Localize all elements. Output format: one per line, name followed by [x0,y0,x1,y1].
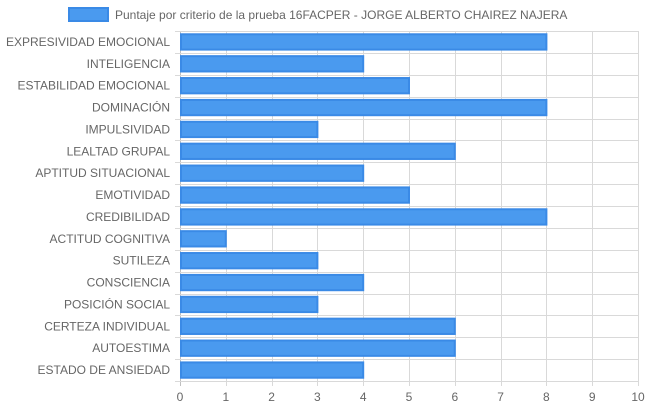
x-tick-label: 10 [631,390,645,404]
bar[interactable] [180,230,227,248]
x-tick-label: 5 [406,390,413,404]
x-tick-label: 1 [222,390,229,404]
bar[interactable] [180,120,319,139]
bar[interactable] [180,208,548,226]
category-label: EXPRESIVIDAD EMOCIONAL [6,35,170,49]
x-tick-label: 0 [177,390,184,404]
x-tick-label: 4 [360,390,367,404]
bars [180,33,548,379]
category-label: IMPULSIVIDAD [85,122,170,136]
bar[interactable] [180,317,456,335]
bar[interactable] [180,142,456,160]
x-tick-label: 9 [589,390,596,404]
category-label: ESTABILIDAD EMOCIONAL [18,79,171,93]
x-tick-label: 7 [497,390,504,404]
bar[interactable] [180,361,365,379]
category-label: CONSCIENCIA [87,276,170,290]
x-axis-tick-labels: 0 1 2 3 4 5 6 7 8 9 10 [177,390,645,404]
x-tick-label: 8 [543,390,550,404]
bar[interactable] [180,98,548,117]
category-label: LEALTAD GRUPAL [67,144,171,158]
bar[interactable] [180,77,410,95]
bar[interactable] [180,55,365,73]
x-tick-label: 6 [451,390,458,404]
category-label: CERTEZA INDIVIDUAL [44,319,170,333]
bar[interactable] [180,252,319,270]
bar[interactable] [180,33,548,51]
chart-legend[interactable]: Puntaje por criterio de la prueba 16FACP… [68,7,567,22]
category-label: ESTADO DE ANSIEDAD [38,363,171,377]
x-tick-label: 3 [314,390,321,404]
x-tick-label: 2 [268,390,275,404]
bar[interactable] [180,273,365,292]
category-label: CREDIBILIDAD [86,210,170,224]
category-label: POSICIÓN SOCIAL [64,296,170,311]
bar[interactable] [180,295,319,314]
category-label: APTITUD SITUACIONAL [35,166,170,180]
bar[interactable] [180,164,365,182]
category-label: AUTOESTIMA [92,341,170,355]
legend-label: Puntaje por criterio de la prueba 16FACP… [115,8,567,22]
category-label: SUTILEZA [113,254,170,268]
category-label: ACTITUD COGNITIVA [50,232,170,246]
category-labels: EXPRESIVIDAD EMOCIONAL INTELIGENCIA ESTABI… [6,35,170,377]
bar[interactable] [180,186,410,204]
bar[interactable] [180,339,456,357]
category-label: DOMINACIÓN [92,100,170,115]
category-label: INTELIGENCIA [87,57,170,71]
category-label: EMOTIVIDAD [95,188,170,202]
legend-swatch [68,7,109,22]
